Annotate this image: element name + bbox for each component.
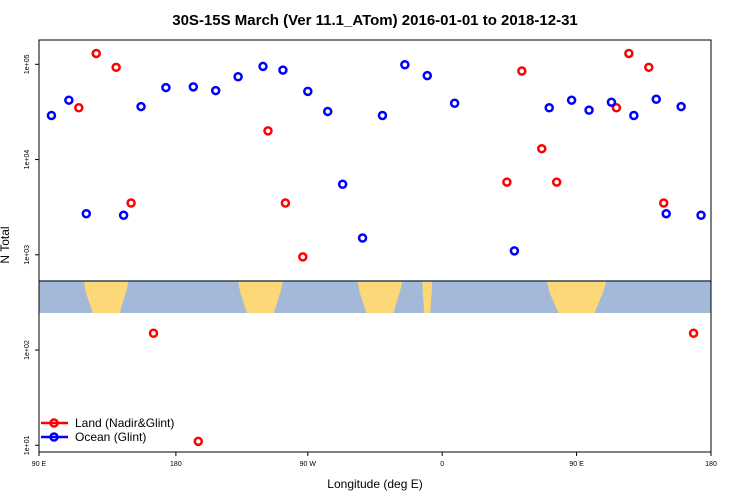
legend-item-land: Land (Nadir&Glint)	[41, 416, 174, 430]
ocean-point	[377, 110, 388, 121]
land-point	[658, 198, 669, 208]
legend-item-ocean: Ocean (Glint)	[41, 430, 146, 444]
y-axis: 1e+01 1e+02 1e+03 1e+04 1e+05	[24, 54, 39, 455]
land-point	[148, 328, 159, 339]
ocean-point	[566, 95, 577, 105]
ocean-point	[81, 208, 92, 219]
ocean-point	[233, 72, 243, 82]
legend-label-land: Land (Nadir&Glint)	[75, 416, 174, 430]
chart-title: 30S-15S March (Ver 11.1_ATom) 2016-01-01…	[172, 12, 578, 29]
land-point	[502, 177, 512, 187]
land-point	[517, 66, 527, 76]
ocean-point	[651, 94, 661, 104]
land-point	[91, 48, 101, 59]
ocean-point	[544, 102, 554, 113]
data-points	[46, 48, 706, 447]
ocean-point	[136, 101, 146, 112]
ocean-point	[278, 65, 288, 75]
ocean-point	[337, 179, 348, 190]
world-map-band	[39, 280, 711, 313]
land-point	[688, 328, 699, 339]
ocean-point	[584, 105, 594, 115]
ocean-point	[357, 233, 368, 243]
y-tick-label: 1e+01	[24, 435, 31, 455]
ocean-point	[161, 82, 171, 93]
x-tick-label: 90 W	[300, 461, 317, 468]
x-tick-label: 90 E	[32, 461, 47, 468]
ocean-point	[64, 95, 74, 105]
ocean-point	[606, 97, 617, 107]
y-tick-label: 1e+05	[24, 54, 31, 74]
ocean-point	[210, 85, 221, 96]
land-point	[74, 102, 84, 113]
land-point	[263, 126, 273, 136]
land-point	[298, 252, 308, 262]
ocean-point	[676, 101, 686, 112]
legend-marker-ocean	[49, 432, 59, 442]
land-point	[126, 198, 136, 208]
land-shape	[357, 281, 403, 313]
land-point	[551, 177, 562, 187]
ocean-point	[46, 110, 57, 121]
x-tick-label: 0	[440, 461, 444, 468]
y-tick-label: 1e+02	[24, 340, 31, 360]
land-point	[611, 102, 622, 113]
y-axis-label: N Total	[0, 226, 12, 263]
x-tick-label: 180	[705, 461, 717, 468]
land-shape	[83, 281, 129, 313]
land-shape	[546, 281, 607, 313]
land-point	[644, 62, 654, 73]
ocean-point	[661, 208, 671, 219]
land-shape	[238, 281, 283, 313]
ocean-point	[696, 210, 706, 221]
ocean-point	[449, 98, 460, 109]
legend-marker-land	[49, 418, 59, 428]
legend: Land (Nadir&Glint) Ocean (Glint)	[41, 416, 174, 444]
y-tick-label: 1e+03	[24, 245, 31, 265]
land-point	[537, 143, 547, 154]
ocean-point	[303, 86, 313, 97]
ocean-point	[118, 210, 129, 221]
x-axis: 90 E 180 90 W 0 90 E 180	[32, 452, 717, 468]
ocean-point	[258, 61, 268, 72]
ocean-point	[322, 106, 333, 117]
land-point	[624, 48, 634, 59]
ocean-point	[509, 246, 520, 256]
land-point	[280, 198, 291, 208]
land-point	[111, 62, 121, 73]
ocean-point	[422, 70, 433, 81]
x-tick-label: 90 E	[569, 461, 584, 468]
x-tick-label: 180	[170, 461, 182, 468]
x-axis-label: Longitude (deg E)	[327, 477, 422, 491]
ocean-point	[400, 59, 410, 70]
land-point	[193, 436, 204, 447]
legend-label-ocean: Ocean (Glint)	[75, 430, 146, 444]
y-tick-label: 1e+04	[24, 150, 31, 170]
ocean-point	[188, 82, 199, 92]
land-shape	[422, 281, 433, 313]
plot-frame	[38, 39, 712, 453]
ocean-point	[629, 110, 639, 121]
